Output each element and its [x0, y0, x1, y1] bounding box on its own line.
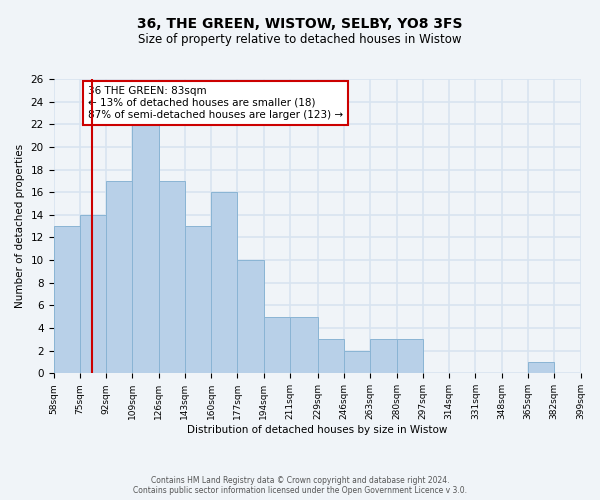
- Text: Contains HM Land Registry data © Crown copyright and database right 2024.: Contains HM Land Registry data © Crown c…: [151, 476, 449, 485]
- Bar: [80, 215, 106, 374]
- Bar: [238, 260, 263, 374]
- Text: 36 THE GREEN: 83sqm
← 13% of detached houses are smaller (18)
87% of semi-detach: 36 THE GREEN: 83sqm ← 13% of detached ho…: [88, 86, 343, 120]
- Bar: [53, 226, 80, 374]
- Bar: [133, 124, 158, 374]
- Text: Size of property relative to detached houses in Wistow: Size of property relative to detached ho…: [138, 32, 462, 46]
- Bar: [397, 340, 423, 374]
- Bar: [211, 192, 238, 374]
- Bar: [528, 362, 554, 374]
- Bar: [158, 181, 185, 374]
- Text: 36, THE GREEN, WISTOW, SELBY, YO8 3FS: 36, THE GREEN, WISTOW, SELBY, YO8 3FS: [137, 18, 463, 32]
- Bar: [290, 316, 318, 374]
- Bar: [185, 226, 211, 374]
- Bar: [370, 340, 397, 374]
- Bar: [263, 316, 290, 374]
- Bar: [344, 350, 370, 374]
- Bar: [318, 340, 344, 374]
- X-axis label: Distribution of detached houses by size in Wistow: Distribution of detached houses by size …: [187, 425, 447, 435]
- Y-axis label: Number of detached properties: Number of detached properties: [15, 144, 25, 308]
- Bar: [106, 181, 133, 374]
- Text: Contains public sector information licensed under the Open Government Licence v : Contains public sector information licen…: [133, 486, 467, 495]
